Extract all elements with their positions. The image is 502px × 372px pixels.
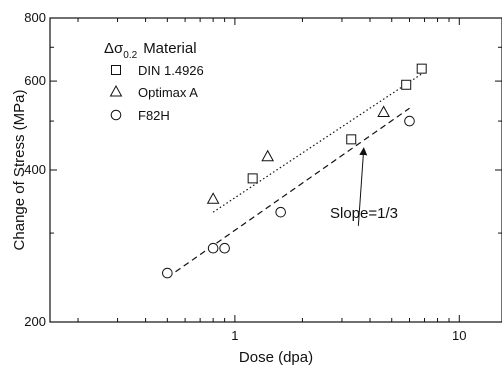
legend-title-subscript: 0.2: [123, 50, 137, 61]
fit-lines: [166, 73, 423, 278]
y-axis-ticks: 200 400 600 800: [24, 10, 502, 329]
slope-annotation-arrow: [357, 147, 368, 226]
square-data-point: [247, 173, 258, 184]
circle-data-point: [162, 267, 173, 279]
legend-title: Δσ0.2 Material: [104, 40, 197, 61]
x-axis-label: Dose (dpa): [239, 349, 313, 366]
y-tick-label: 200: [24, 314, 46, 329]
circle-data-point: [219, 242, 230, 254]
y-axis-label: Change of Stress (MPa): [11, 90, 28, 251]
x-axis-ticks: 1 10: [77, 18, 467, 343]
legend-title-text: Material: [143, 40, 196, 57]
plot-frame: [49, 17, 502, 323]
dashed-fit-line: [166, 107, 410, 278]
legend-title-symbol: Δσ: [104, 40, 124, 57]
square-data-point: [401, 79, 412, 90]
triangle-data-point: [261, 149, 275, 162]
legend-triangle-marker: [109, 84, 123, 97]
data-points: [162, 63, 427, 279]
triangle-data-point: [377, 105, 390, 117]
circle-data-point: [404, 115, 415, 127]
slope-annotation-text: Slope=1/3: [330, 205, 398, 222]
legend-circle-marker: [110, 109, 122, 121]
square-data-point: [416, 63, 427, 74]
legend-item-label: DIN 1.4926: [138, 63, 204, 78]
legend-item-label: F82H: [138, 108, 170, 123]
y-tick-label: 800: [24, 10, 46, 25]
legend-items: DIN 1.4926 Optimax A F82H: [109, 63, 204, 123]
y-tick-label: 600: [24, 73, 46, 88]
legend-square-marker: [111, 65, 121, 75]
legend: Δσ0.2 Material DIN 1.4926 Optimax A F82H: [104, 40, 204, 123]
legend-item-label: Optimax A: [138, 85, 198, 100]
y-tick-label: 400: [24, 162, 46, 177]
square-data-point: [346, 134, 357, 145]
slope-annotation: Slope=1/3: [330, 147, 398, 226]
dotted-fit-line: [212, 73, 423, 213]
x-tick-label: 1: [231, 328, 238, 343]
circle-data-point: [275, 206, 286, 218]
circle-data-point: [207, 242, 219, 254]
x-tick-label: 10: [452, 328, 466, 343]
triangle-data-point: [206, 192, 220, 204]
